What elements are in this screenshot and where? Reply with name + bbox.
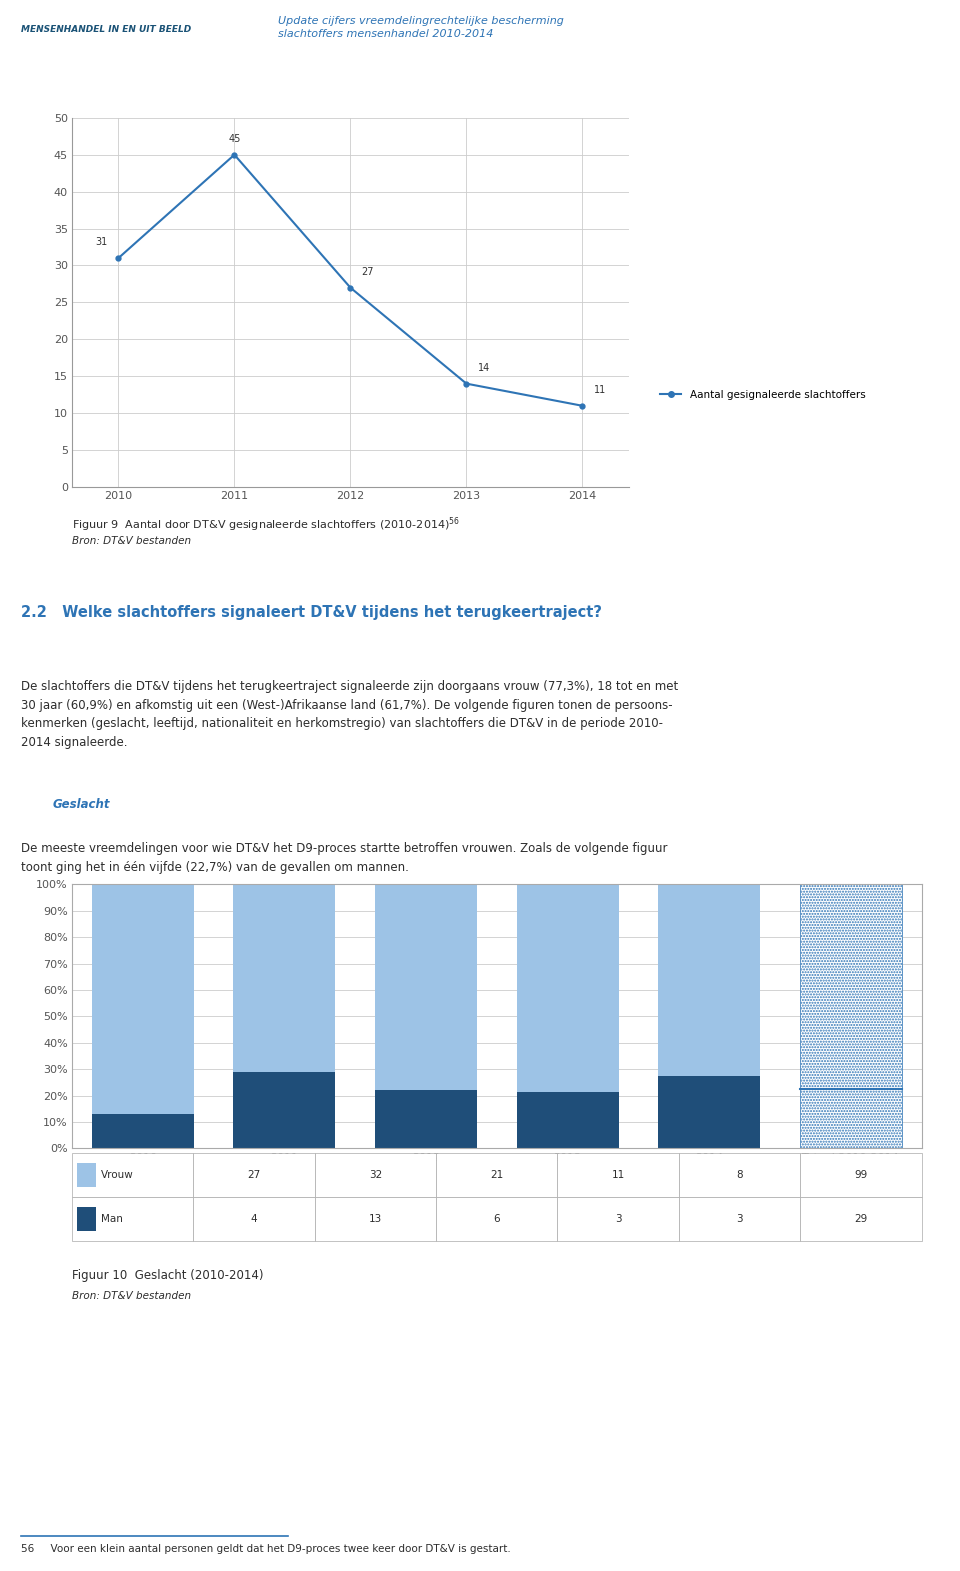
Text: 4: 4	[251, 1214, 257, 1224]
Text: 27: 27	[248, 1170, 261, 1180]
Bar	[77, 1207, 96, 1232]
Bar	[233, 884, 335, 1071]
Bar	[315, 1153, 436, 1197]
Bar	[436, 1197, 558, 1241]
Text: 27: 27	[362, 267, 374, 276]
Bar	[516, 884, 618, 1092]
Bar	[92, 884, 194, 1114]
Text: 2.2   Welke slachtoffers signaleert DT&V tijdens het terugkeertraject?: 2.2 Welke slachtoffers signaleert DT&V t…	[21, 605, 602, 621]
Bar	[516, 1092, 618, 1148]
Bar	[375, 1090, 477, 1148]
Text: 11: 11	[593, 385, 606, 394]
Bar	[315, 1197, 436, 1241]
Text: 99: 99	[854, 1170, 868, 1180]
Text: Geslacht: Geslacht	[53, 798, 110, 811]
Text: 21: 21	[491, 1170, 503, 1180]
Bar	[72, 1153, 193, 1197]
Bar	[193, 1153, 315, 1197]
Legend: Aantal gesignaleerde slachtoffers: Aantal gesignaleerde slachtoffers	[657, 385, 870, 404]
Bar	[72, 1197, 193, 1241]
Text: 13: 13	[369, 1214, 382, 1224]
Bar	[193, 1197, 315, 1241]
Text: 56     Voor een klein aantal personen geldt dat het D9-proces twee keer door DT&: 56 Voor een klein aantal personen geldt …	[21, 1544, 511, 1554]
Bar	[558, 1153, 679, 1197]
Text: Bron: DT&V bestanden: Bron: DT&V bestanden	[72, 536, 191, 545]
Text: 14: 14	[478, 363, 490, 372]
Text: 16: 16	[896, 19, 924, 38]
Text: De meeste vreemdelingen voor wie DT&V het D9-proces startte betroffen vrouwen. Z: De meeste vreemdelingen voor wie DT&V he…	[21, 842, 667, 873]
Text: 31: 31	[95, 237, 108, 247]
Bar	[92, 1114, 194, 1148]
Text: 8: 8	[736, 1170, 743, 1180]
Bar	[436, 1153, 558, 1197]
Text: De slachtoffers die DT&V tijdens het terugkeertraject signaleerde zijn doorgaans: De slachtoffers die DT&V tijdens het ter…	[21, 680, 679, 749]
Bar	[659, 884, 760, 1076]
Text: Bron: DT&V bestanden: Bron: DT&V bestanden	[72, 1291, 191, 1301]
Text: MENSENHANDEL IN EN UIT BEELD: MENSENHANDEL IN EN UIT BEELD	[21, 25, 191, 35]
Text: 11: 11	[612, 1170, 625, 1180]
Text: Man: Man	[101, 1214, 123, 1224]
Text: Figuur 10  Geslacht (2010-2014): Figuur 10 Geslacht (2010-2014)	[72, 1269, 263, 1282]
Bar	[558, 1197, 679, 1241]
Bar	[77, 1163, 96, 1188]
Bar	[679, 1153, 801, 1197]
Bar	[375, 884, 477, 1090]
Text: Figuur 9  Aantal door DT&V gesignaleerde slachtoffers (2010-2014)$^{56}$: Figuur 9 Aantal door DT&V gesignaleerde …	[72, 515, 460, 534]
Bar	[801, 1197, 922, 1241]
Text: 3: 3	[614, 1214, 621, 1224]
Text: 29: 29	[854, 1214, 868, 1224]
Text: Update cijfers vreemdelingrechtelijke bescherming
slachtoffers mensenhandel 2010: Update cijfers vreemdelingrechtelijke be…	[278, 16, 564, 39]
Text: Vrouw: Vrouw	[101, 1170, 133, 1180]
Bar	[800, 884, 901, 1089]
Bar	[800, 1089, 901, 1148]
Bar	[801, 1153, 922, 1197]
Bar	[659, 1076, 760, 1148]
Bar	[233, 1071, 335, 1148]
Text: 45: 45	[228, 134, 241, 143]
Text: 6: 6	[493, 1214, 500, 1224]
Text: 3: 3	[736, 1214, 743, 1224]
Bar	[679, 1197, 801, 1241]
Text: 32: 32	[369, 1170, 382, 1180]
